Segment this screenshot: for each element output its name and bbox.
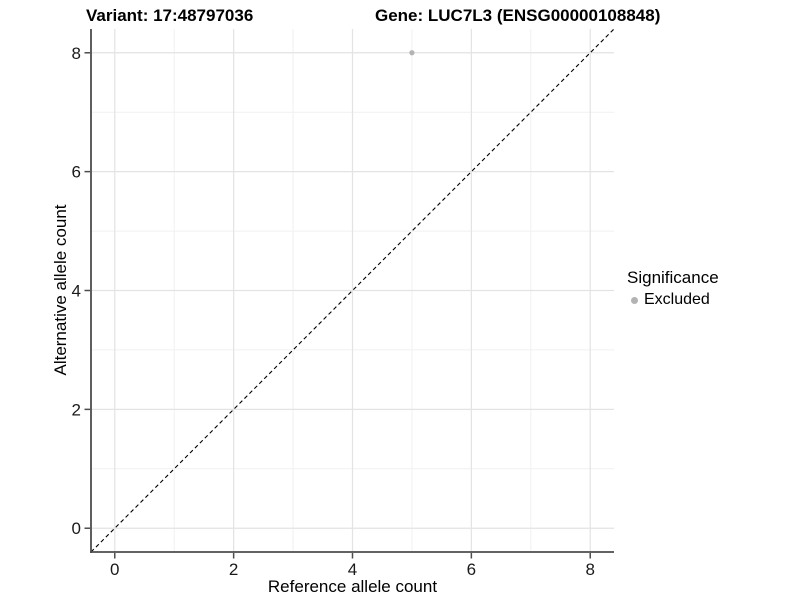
x-tick-label: 6	[467, 560, 476, 579]
plot-title-variant: Variant: 17:48797036	[86, 6, 254, 25]
x-tick-label: 4	[348, 560, 357, 579]
x-axis-title: Reference allele count	[267, 577, 438, 596]
x-tick-label: 0	[110, 560, 119, 579]
legend: Significance Excluded	[627, 268, 719, 309]
identity-line	[90, 28, 615, 553]
legend-item: Excluded	[627, 291, 719, 309]
y-tick-label: 8	[72, 44, 81, 63]
x-tick-label: 8	[585, 560, 594, 579]
x-tick-label: 2	[229, 560, 238, 579]
legend-key-dot-icon	[631, 296, 638, 304]
y-axis-title: Alternative allele count	[51, 204, 70, 376]
plot-title-gene: Gene: LUC7L3 (ENSG00000108848)	[375, 6, 661, 25]
data-point	[409, 50, 415, 56]
y-tick-label: 0	[72, 519, 81, 538]
y-tick-label: 6	[72, 163, 81, 182]
legend-item-label: Excluded	[644, 291, 710, 308]
y-tick-label: 4	[72, 282, 81, 301]
legend-title: Significance	[627, 268, 719, 287]
y-tick-label: 2	[72, 400, 81, 419]
